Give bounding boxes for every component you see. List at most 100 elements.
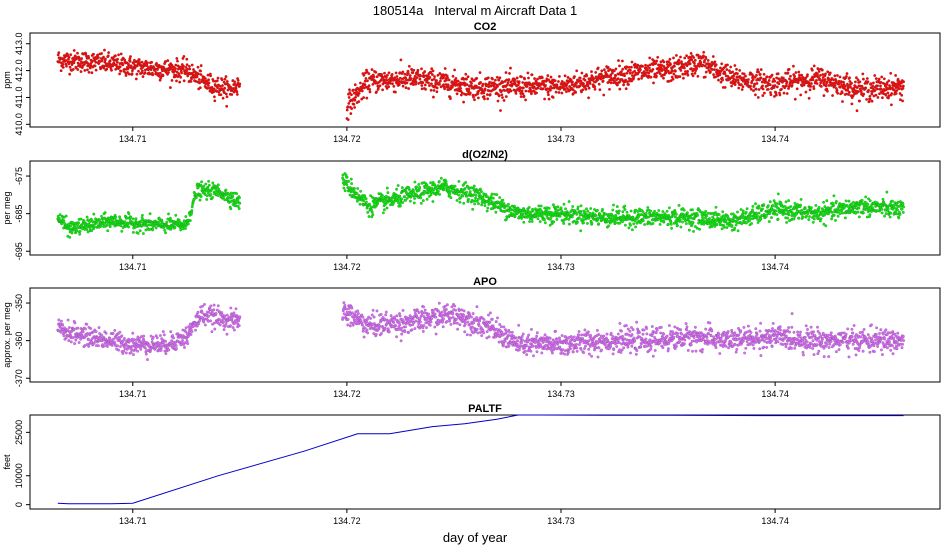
- co2-data-point: [502, 98, 506, 102]
- co2-data-point: [376, 86, 380, 90]
- co2-data-point: [348, 91, 352, 95]
- co2-data-point: [432, 88, 436, 92]
- co2-data-point: [820, 68, 824, 72]
- co2-data-point: [608, 67, 612, 71]
- co2-data-point: [212, 90, 216, 94]
- co2-data-point: [351, 88, 355, 92]
- co2-data-point: [477, 89, 481, 93]
- co2-data-point: [431, 95, 435, 99]
- co2-data-point: [786, 71, 790, 75]
- o2n2-data-point: [670, 226, 674, 230]
- co2-data-point: [448, 97, 452, 101]
- o2n2-data-point: [889, 211, 893, 215]
- o2n2-data-point: [463, 187, 467, 190]
- o2n2-data-point: [577, 216, 581, 220]
- o2n2-data-point: [184, 226, 187, 230]
- o2n2-data-point: [462, 201, 466, 205]
- co2-data-point: [495, 75, 499, 79]
- o2n2-data-point: [93, 225, 96, 229]
- o2n2-data-point: [783, 204, 787, 208]
- o2n2-data-point: [371, 213, 375, 217]
- o2n2-data-point: [682, 208, 686, 212]
- co2-data-point: [735, 72, 739, 76]
- co2-y-axis-label: ppm: [2, 71, 12, 89]
- o2n2-data-point: [551, 203, 555, 207]
- co2-data-point: [524, 89, 528, 93]
- co2-data-point: [399, 58, 403, 62]
- co2-data-point: [465, 77, 468, 81]
- o2n2-data-point: [695, 226, 699, 230]
- o2n2-data-point: [138, 229, 142, 233]
- co2-data-point: [587, 96, 591, 100]
- apo-y-tick-label: -360: [14, 332, 24, 350]
- co2-data-point: [406, 71, 410, 75]
- co2-data-point: [223, 86, 227, 90]
- co2-data-point: [195, 75, 199, 79]
- o2n2-data-point: [757, 211, 761, 215]
- o2n2-data-point: [415, 185, 419, 189]
- co2-data-point: [594, 70, 598, 74]
- o2n2-data-point: [538, 220, 542, 224]
- co2-data-point: [519, 75, 523, 79]
- o2n2-data-point: [131, 230, 135, 234]
- co2-data-point: [404, 86, 408, 90]
- o2n2-data-point: [612, 203, 615, 207]
- o2n2-data-point: [634, 225, 638, 229]
- o2n2-x-tick-label: 134.74: [761, 262, 789, 272]
- co2-data-point: [128, 59, 132, 63]
- o2n2-data-point: [621, 220, 624, 224]
- co2-data-point: [364, 77, 368, 80]
- o2n2-data-point: [434, 185, 437, 189]
- co2-data-point: [834, 79, 838, 83]
- co2-data-point: [708, 70, 712, 74]
- co2-data-point: [815, 82, 819, 85]
- o2n2-data-point: [597, 222, 601, 226]
- o2n2-data-point: [799, 197, 803, 201]
- o2n2-data-point: [611, 208, 615, 212]
- co2-data-point: [776, 72, 780, 76]
- o2n2-data-point: [88, 220, 92, 224]
- co2-data-point: [624, 87, 628, 91]
- o2n2-y-tick-label: -675: [14, 167, 24, 185]
- co2-data-point: [712, 73, 716, 77]
- o2n2-data-point: [425, 183, 429, 187]
- o2n2-data-point: [69, 224, 73, 228]
- co2-data-point: [546, 93, 550, 97]
- co2-data-point: [68, 72, 72, 76]
- o2n2-data-point: [436, 189, 440, 193]
- co2-data-point: [886, 91, 890, 95]
- co2-data-point: [899, 84, 903, 88]
- co2-data-point: [655, 59, 659, 63]
- o2n2-data-point: [75, 229, 79, 233]
- o2n2-data-point: [615, 205, 619, 209]
- co2-data-point: [686, 69, 690, 73]
- co2-data-point: [679, 68, 683, 72]
- o2n2-data-point: [342, 186, 346, 190]
- co2-data-point: [352, 102, 356, 106]
- co2-data-point: [785, 80, 789, 84]
- co2-data-point: [517, 80, 521, 84]
- co2-data-point: [873, 88, 877, 92]
- apo-data-point: [118, 339, 122, 343]
- co2-data-point: [135, 72, 139, 76]
- o2n2-data-point: [207, 183, 211, 187]
- co2-data-point: [737, 86, 741, 90]
- co2-data-point: [225, 104, 229, 108]
- co2-data-point: [140, 60, 144, 64]
- o2n2-data-point: [607, 224, 611, 228]
- co2-data-point: [729, 65, 733, 69]
- co2-data-point: [735, 67, 738, 71]
- o2n2-data-point: [412, 201, 416, 205]
- co2-data-point: [234, 86, 238, 90]
- o2n2-data-point: [151, 228, 155, 232]
- apo-data-point: [73, 342, 77, 346]
- apo-data-point: [97, 326, 101, 330]
- o2n2-data-point: [542, 218, 546, 222]
- co2-data-point: [833, 84, 837, 88]
- co2-data-point: [508, 71, 511, 75]
- co2-data-point: [612, 69, 616, 73]
- co2-data-point: [407, 64, 411, 68]
- o2n2-data-point: [144, 228, 148, 232]
- o2n2-data-point: [413, 180, 417, 184]
- co2-data-point: [507, 78, 511, 82]
